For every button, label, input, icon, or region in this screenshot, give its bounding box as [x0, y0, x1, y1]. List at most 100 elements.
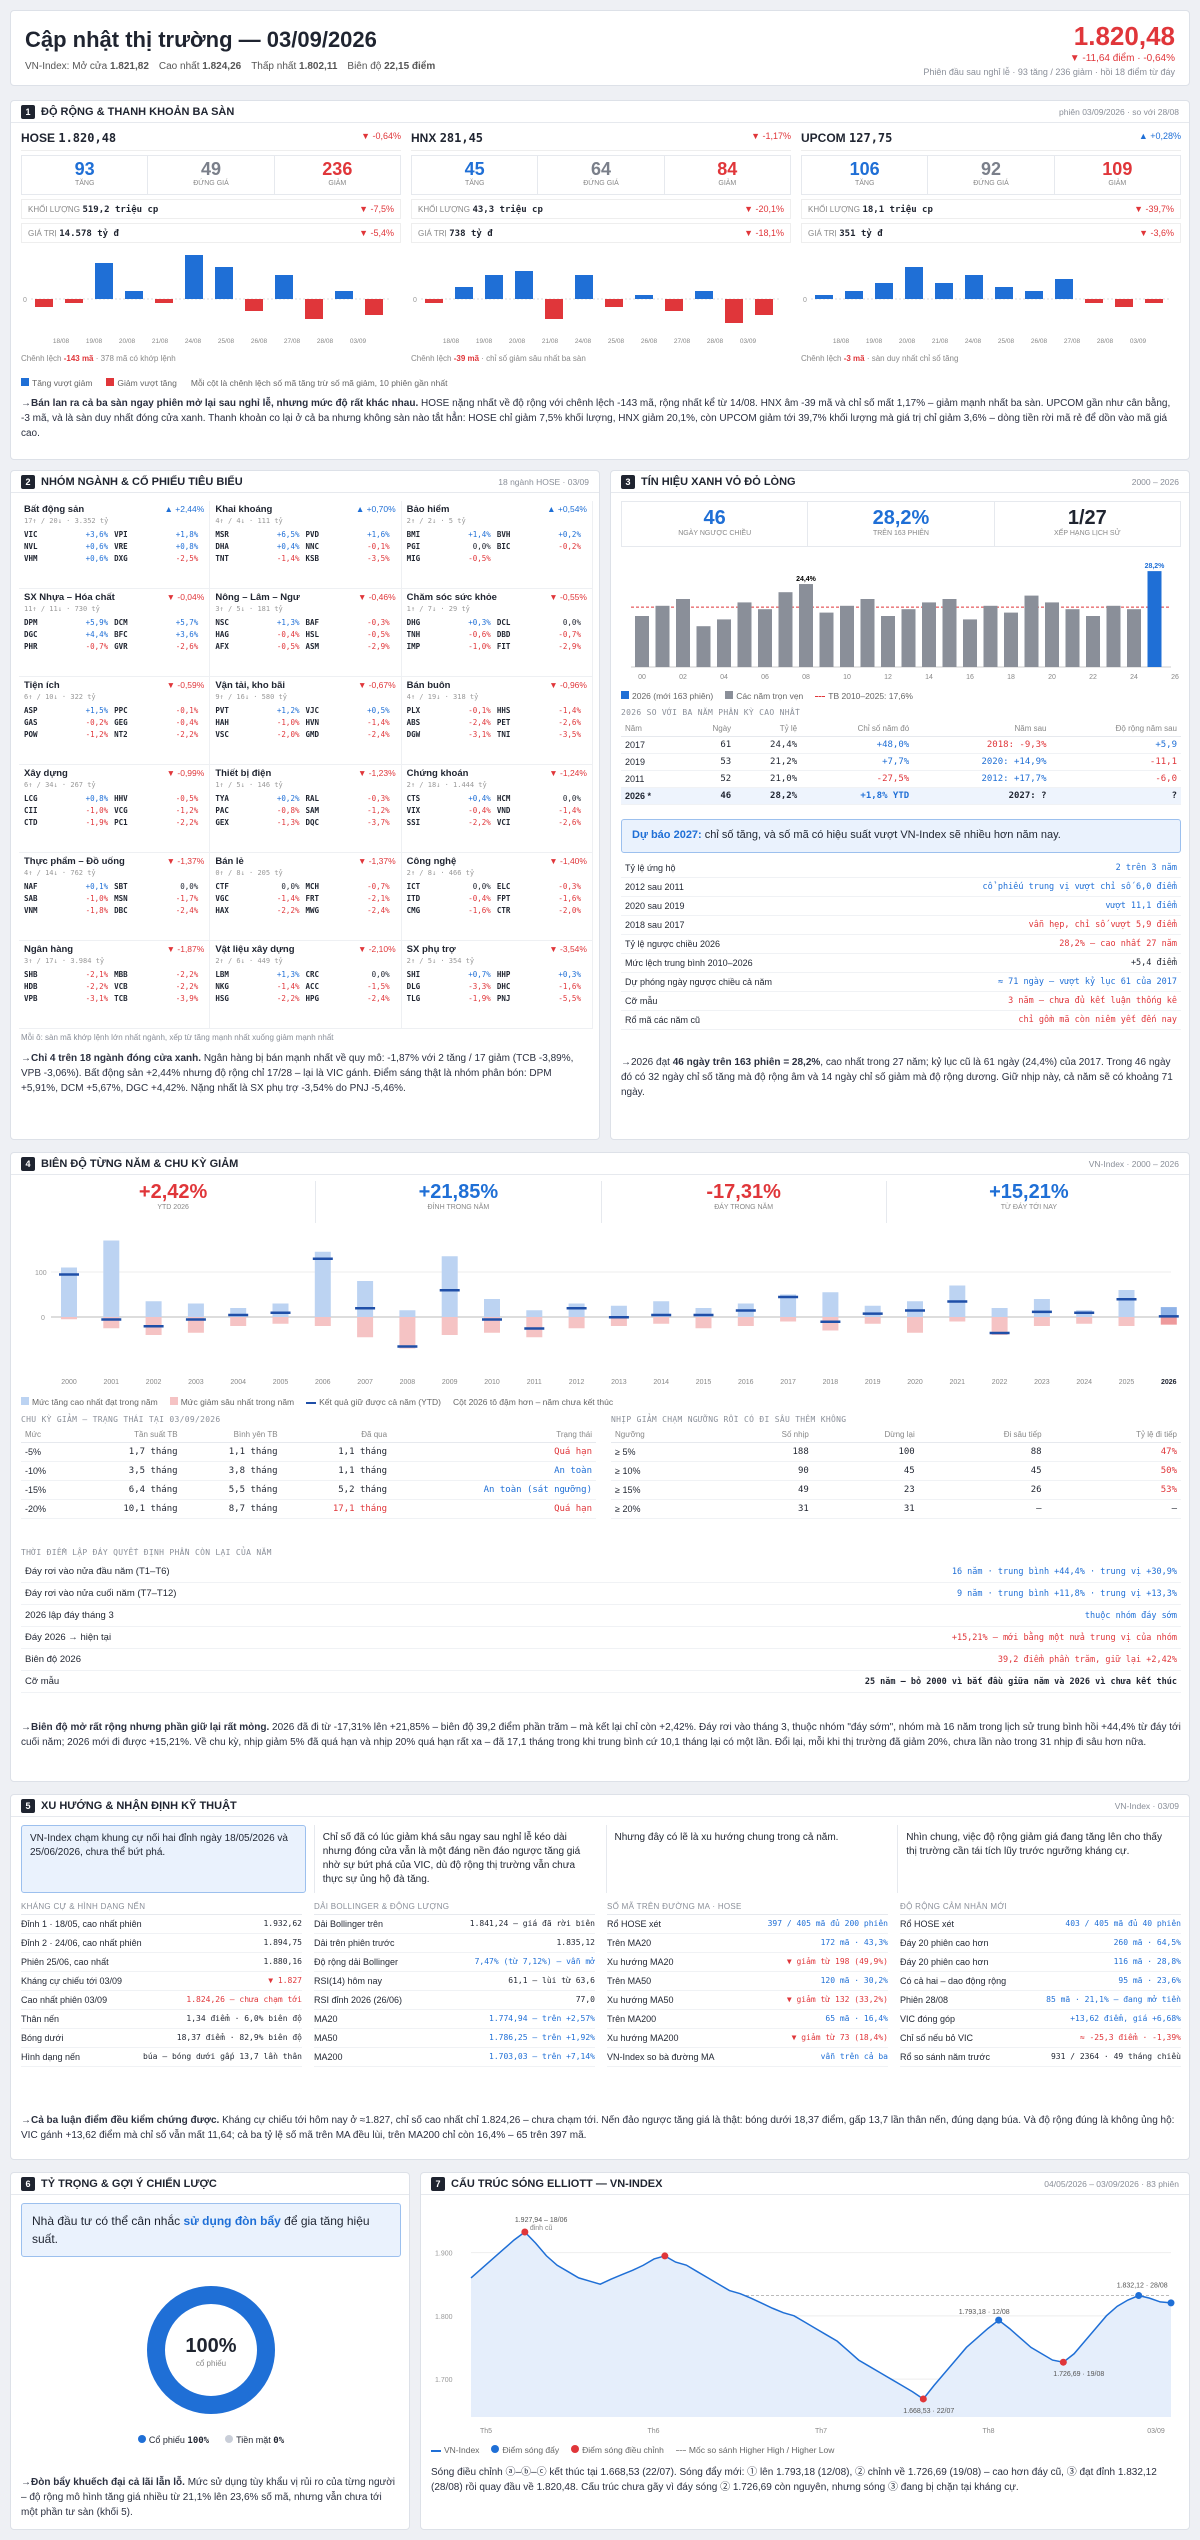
y-label: 1.700	[435, 2377, 453, 2384]
forecast-row: Rổ mã các năm cũ chỉ gồm mã còn niêm yết …	[621, 1010, 1181, 1030]
year-low-bar	[399, 1317, 416, 1349]
sector-cell[interactable]: Vật liệu xây dựng ▼ -2,10% 2↑ / 6↓ · 449 t…	[210, 941, 402, 1029]
sector-cell[interactable]: Ngân hàng ▼ -1,87% 3↑ / 17↓ · 3.984 tỷ SHB -…	[19, 941, 211, 1029]
technical-row: Xu hướng MA20 ▼ giảm từ 198 (49,9%)	[607, 1953, 888, 1972]
exchange-change: ▼ -0,64%	[361, 131, 401, 141]
year-label: 2007	[357, 1379, 373, 1386]
sector-meta: 9↑ / 16↓ · 580 tỷ	[215, 693, 287, 701]
stock-row: CMG -1,6% CTR -2,0%	[406, 906, 581, 915]
impulse-point	[995, 2316, 1003, 2324]
divergence-bar	[1127, 609, 1141, 667]
breadth-counts: 45 TĂNG 64 ĐỨNG GIÁ 84 GIẢM	[411, 155, 791, 195]
sector-cell[interactable]: SX Nhựa – Hóa chất ▼ -0,04% 11↑ / 11↓ · 73…	[19, 589, 211, 677]
year-high-bar	[484, 1299, 500, 1317]
x-label: 16	[966, 674, 974, 681]
axis-zero: 0	[23, 297, 27, 304]
sector-name: Thiết bị điện	[215, 768, 272, 779]
year-low-bar	[907, 1317, 923, 1333]
impulse-point	[1167, 2299, 1175, 2307]
sector-meta: 3↑ / 17↓ · 3.984 tỷ	[24, 957, 105, 965]
stock-row: PAC -0,8% SAM -1,2%	[215, 806, 390, 815]
sector-cell[interactable]: Chứng khoán ▼ -1,24% 2↑ / 18↓ · 1.444 tỷ CT…	[401, 765, 593, 853]
stock-row: DGW -3,1% TNI -3,5%	[406, 730, 581, 739]
sector-cell[interactable]: Xây dựng ▼ -0,99% 6↑ / 34↓ · 267 tỷ LCG +0,8…	[19, 765, 211, 853]
technical-row: Trên MA200 65 mã · 16,4%	[607, 2010, 888, 2029]
sector-cell[interactable]: Bất động sản ▲ +2,44% 17↑ / 20↓ · 3.352 tỷ…	[19, 501, 211, 589]
ytd-marker	[101, 1318, 122, 1321]
divergence-bar	[778, 592, 793, 667]
divergence-bar	[635, 616, 649, 667]
sector-meta: 11↑ / 11↓ · 730 tỷ	[24, 605, 100, 613]
year-low-bar	[610, 1317, 627, 1326]
legend-stock: Cổ phiếu 100%	[137, 2435, 209, 2446]
volume-row: KHỐI LƯỢNG 519,2 triệu cp ▼ -7,5%	[21, 199, 401, 219]
sector-cell[interactable]: Thiết bị điện ▼ -1,23% 1↑ / 5↓ · 146 tỷ TYA…	[210, 765, 402, 853]
stock-row: VSC -2,0% GMD -2,4%	[215, 730, 390, 739]
thesis-box: Chỉ số đã có lúc giảm khá sâu ngay sau n…	[313, 1825, 598, 1893]
breadth-bar	[845, 291, 863, 299]
axis-zero: 0	[803, 297, 807, 304]
year-high-bar	[822, 1292, 839, 1317]
sector-change: ▲ +0,70%	[355, 504, 396, 514]
table-head: Mức Tần suất TB Bình yên TB Đã qua Trạng thá…	[21, 1427, 596, 1443]
cycle-table: Mức Tần suất TB Bình yên TB Đã qua Trạng thá…	[21, 1427, 596, 1519]
breadth-x-label: 03/09	[350, 338, 367, 345]
divergence-bar	[676, 599, 690, 667]
stock-row: DHA +0,4% NNC -0,1%	[215, 542, 390, 551]
sector-cell[interactable]: Nông – Lâm – Ngư ▼ -0,46% 3↑ / 5↓ · 181 tỷ…	[210, 589, 402, 677]
stock-row: VIX -0,4% VND -1,4%	[406, 806, 581, 815]
divergence-bar	[860, 599, 875, 667]
divergence-bar	[1147, 571, 1162, 667]
technical-row: Thân nến 1,34 điểm · 6,0% biên độ	[21, 2010, 302, 2029]
sector-cell[interactable]: Bảo hiểm ▲ +0,54% 2↑ / 2↓ · 5 tỷ BMI +1,4% BV…	[401, 501, 593, 589]
year-label: 2013	[611, 1379, 627, 1386]
year-low-bar	[864, 1317, 881, 1324]
sector-cell[interactable]: Thực phẩm – Đồ uống ▼ -1,37% 4↑ / 14↓ · 76…	[19, 853, 211, 941]
sector-cell[interactable]: Bán buôn ▼ -0,96% 4↑ / 19↓ · 318 tỷ PLX -0,1…	[401, 677, 593, 765]
thesis-box: Nhưng đây có lẽ là xu hướng chung trong …	[605, 1825, 890, 1893]
correction-point	[521, 2228, 529, 2236]
sector-cell[interactable]: Chăm sóc sức khỏe ▼ -0,55% 1↑ / 7↓ · 29 tỷ…	[401, 589, 593, 677]
table-row: -10% 3,5 tháng 3,8 tháng 1,1 tháng An toàn	[21, 1461, 596, 1481]
timing-row: Cỡ mẫu 25 năm – bỏ 2000 vì bắt đầu giữa n…	[21, 1670, 1181, 1693]
breadth-bar	[515, 271, 533, 299]
technical-row: Xu hướng MA200 ▼ giảm từ 73 (18,4%)	[607, 2029, 888, 2048]
year-label: 2021	[950, 1379, 966, 1386]
section-number: 4	[21, 1156, 35, 1171]
year-low-bar	[484, 1317, 500, 1333]
year-label: 2000	[61, 1379, 77, 1386]
sector-cell[interactable]: Bán lẻ ▼ -1,37% 0↑ / 8↓ · 205 tỷ CTF 0,0% MCH…	[210, 853, 402, 941]
technical-row: Rổ HOSE xét 403 / 405 mã đủ 40 phiên	[900, 1915, 1181, 1934]
table-row: -20% 10,1 tháng 8,7 tháng 17,1 tháng Quá hạn	[21, 1499, 596, 1519]
breadth-bars: 0 18/08 19/08 20/08 21/08 24/08 25/08 26/08 27/0…	[23, 255, 391, 345]
divergence-bar	[963, 619, 977, 667]
stock-row: MSR +6,5% PVD +1,6%	[215, 530, 390, 539]
sector-cell[interactable]: Công nghệ ▼ -1,40% 2↑ / 8↓ · 466 tỷ ICT 0,0%…	[401, 853, 593, 941]
exchange-foot: Chênh lệch -3 mã · sàn duy nhất chỉ số t…	[801, 354, 959, 363]
section-number: 5	[21, 1798, 35, 1813]
x-label: 10	[843, 674, 851, 681]
sector-meta: 6↑ / 10↓ · 322 tỷ	[24, 693, 96, 701]
breadth-x-label: 20/08	[509, 338, 526, 345]
compare-row: 2026 * 46 28,2% +1,8% YTD 2027: ??	[621, 787, 1181, 805]
year-low-bar	[780, 1317, 797, 1322]
sector-cell[interactable]: SX phụ trợ ▼ -3,54% 2↑ / 5↓ · 354 tỷ SHI +0,…	[401, 941, 593, 1029]
stock-row: ABS -2,4% PET -2,6%	[406, 718, 581, 727]
year-high-bar	[1033, 1299, 1050, 1317]
divergence-bar	[1065, 609, 1080, 667]
ytd-marker	[989, 1331, 1010, 1335]
sector-cell[interactable]: Tiện ích ▼ -0,59% 6↑ / 10↓ · 322 tỷ ASP +1,5…	[19, 677, 211, 765]
sector-cell[interactable]: Vận tải, kho bãi ▼ -0,67% 9↑ / 16↓ · 580 t…	[210, 677, 402, 765]
exchange-price: 1.820,48	[58, 131, 117, 145]
table-row: ≥ 10% 90 45 45 50%	[611, 1461, 1181, 1481]
year-low-bar	[568, 1317, 585, 1329]
sector-meta: 4↑ / 14↓ · 762 tỷ	[24, 869, 96, 877]
stock-row: LBM +1,3% CRC 0,0%	[215, 970, 390, 979]
legend-average: TB 2010–2025: 17,6%	[815, 691, 913, 701]
forecast-row: 2020 sau 2019 vượt 11,1 điểm	[621, 896, 1181, 916]
breadth-bar	[935, 283, 953, 299]
sector-cell[interactable]: Khai khoáng ▲ +0,70% 4↑ / 4↓ · 111 tỷ MSR +6…	[210, 501, 402, 589]
year-high-bar	[610, 1305, 627, 1317]
breadth-counts: 106 TĂNG 92 ĐỨNG GIÁ 109 GIẢM	[801, 155, 1181, 195]
year-label: 2020	[907, 1379, 923, 1386]
